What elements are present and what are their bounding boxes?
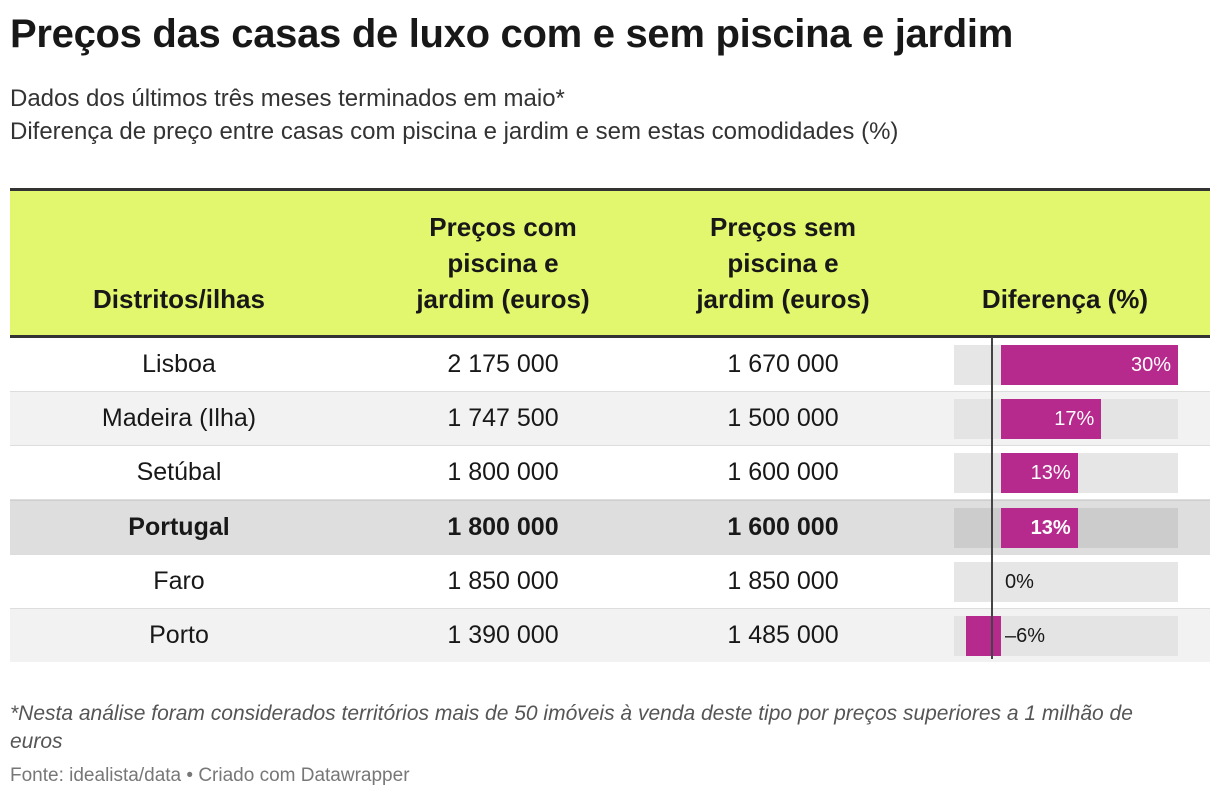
table-row: Setúbal 1 800 000 1 600 000 13% (10, 446, 1210, 500)
cell-price-with-pool: 1 800 000 (447, 458, 559, 486)
cell-district: Lisboa (142, 350, 216, 378)
chart-title: Preços das casas de luxo com e sem pisci… (10, 12, 1013, 56)
cell-district: Faro (153, 567, 205, 595)
difference-label: 0% (1005, 571, 1034, 593)
difference-bar-track: 0% (954, 562, 1178, 602)
difference-bar-track: –6% (954, 616, 1178, 656)
difference-bar (1001, 453, 1078, 493)
difference-bar-track: 13% (954, 453, 1178, 493)
cell-price-with-pool: 1 850 000 (447, 567, 559, 595)
cell-district: Portugal (128, 513, 230, 541)
footnote: *Nesta análise foram considerados territ… (10, 702, 1133, 753)
chart-description: Diferença de preço entre casas com pisci… (10, 118, 899, 145)
difference-bar-track: 17% (954, 399, 1178, 439)
column-header-difference[interactable]: Diferença (%) (981, 284, 1149, 314)
difference-bar (965, 616, 1001, 656)
table-header: Distritos/ilhas Preços com piscina e jardi… (10, 191, 1210, 338)
difference-bar (1001, 345, 1178, 385)
cell-price-without-pool: 1 670 000 (727, 350, 839, 378)
cell-district: Madeira (Ilha) (101, 404, 257, 432)
source-credit: Fonte: idealista/data • Criado com Dataw… (10, 765, 410, 786)
difference-label: –6% (1005, 625, 1046, 647)
data-table: Distritos/ilhas Preços com piscina e jardi… (10, 188, 1210, 662)
difference-bar (1001, 508, 1078, 548)
difference-bar-track: 13% (954, 508, 1178, 548)
column-header-without-pool[interactable]: Preços sem piscina e jardim (euros) (696, 212, 870, 314)
column-header-district[interactable]: Distritos/ilhas (93, 284, 265, 314)
cell-district: Porto (149, 621, 209, 649)
cell-district: Setúbal (136, 458, 222, 486)
table-row: Lisboa 2 175 000 1 670 000 30% (10, 338, 1210, 392)
table-row-total: Portugal 1 800 000 1 600 000 13% (10, 500, 1210, 555)
cell-price-with-pool: 1 800 000 (447, 513, 559, 541)
cell-price-without-pool: 1 850 000 (727, 567, 839, 595)
table-row: Madeira (Ilha) 1 747 500 1 500 000 17% (10, 392, 1210, 446)
chart-subtitle: Dados dos últimos três meses terminados … (10, 85, 565, 112)
cell-price-with-pool: 2 175 000 (447, 350, 559, 378)
difference-label: 30% (1130, 354, 1171, 376)
cell-price-with-pool: 1 390 000 (447, 621, 559, 649)
cell-price-with-pool: 1 747 500 (447, 404, 559, 432)
cell-price-without-pool: 1 485 000 (727, 621, 839, 649)
table-body: Lisboa 2 175 000 1 670 000 30% Madeira (Ilha… (10, 338, 1210, 662)
column-header-with-pool[interactable]: Preços com piscina e jardim (euros) (416, 212, 590, 314)
difference-label: 13% (1030, 517, 1071, 539)
difference-label: 17% (1054, 408, 1095, 430)
cell-price-without-pool: 1 600 000 (727, 458, 839, 486)
table-row: Porto 1 390 000 1 485 000 –6% (10, 609, 1210, 662)
cell-price-without-pool: 1 500 000 (727, 404, 839, 432)
cell-price-without-pool: 1 600 000 (727, 513, 839, 541)
difference-bar-track: 30% (954, 345, 1178, 385)
table-row: Faro 1 850 000 1 850 000 0% (10, 555, 1210, 609)
difference-label: 13% (1030, 462, 1071, 484)
zero-baseline (991, 337, 993, 659)
difference-bar (1001, 399, 1102, 439)
